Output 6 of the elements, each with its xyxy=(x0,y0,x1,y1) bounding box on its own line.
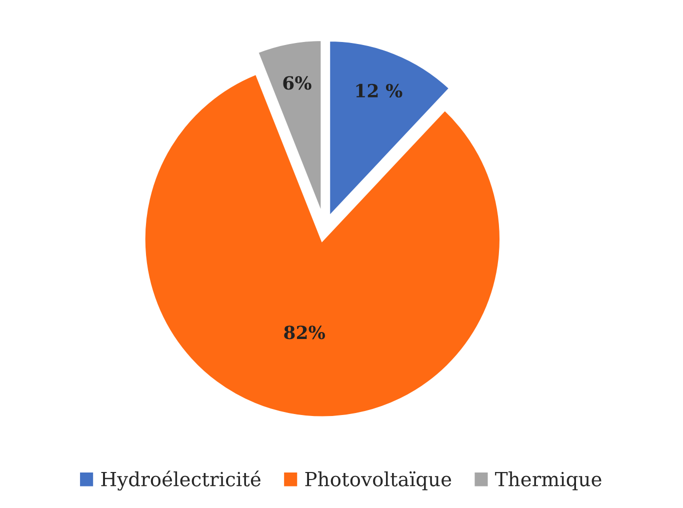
legend-label: Hydroélectricité xyxy=(101,470,260,490)
legend-label: Thermique xyxy=(495,471,602,490)
legend-label: Photovoltaïque xyxy=(305,471,452,490)
data-label: 6% xyxy=(283,76,312,90)
data-label: 82% xyxy=(284,326,326,340)
data-label: 12 % xyxy=(356,84,402,98)
